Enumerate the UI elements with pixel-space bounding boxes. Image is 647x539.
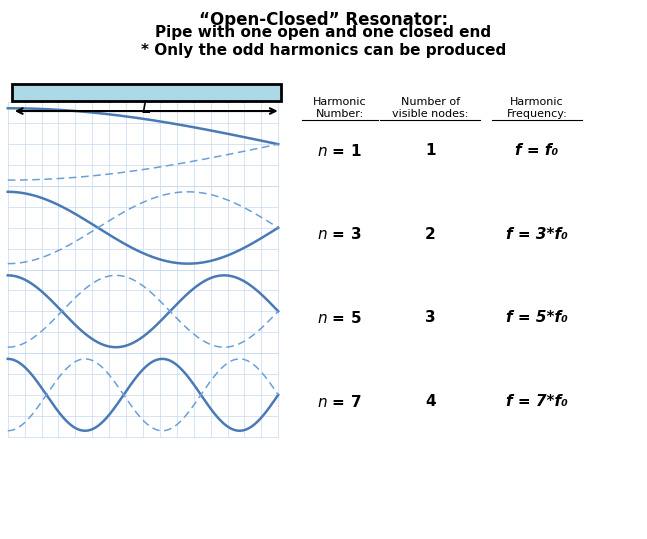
Text: 4: 4 <box>425 394 435 409</box>
Text: visible nodes:: visible nodes: <box>392 109 468 119</box>
Text: $n$ = 3: $n$ = 3 <box>318 226 362 243</box>
Text: Frequency:: Frequency: <box>507 109 567 119</box>
Text: “Open-Closed” Resonator:: “Open-Closed” Resonator: <box>199 11 448 29</box>
Text: 3: 3 <box>425 310 435 326</box>
Text: 1: 1 <box>425 143 435 158</box>
Text: $n$ = 7: $n$ = 7 <box>318 393 362 410</box>
Text: f = 7*f₀: f = 7*f₀ <box>506 394 568 409</box>
Text: Pipe with one open and one closed end: Pipe with one open and one closed end <box>155 25 492 40</box>
Text: f = 3*f₀: f = 3*f₀ <box>506 227 568 242</box>
Text: * Only the odd harmonics can be produced: * Only the odd harmonics can be produced <box>141 43 506 58</box>
Text: f = 5*f₀: f = 5*f₀ <box>506 310 568 326</box>
Text: $L$: $L$ <box>141 99 151 118</box>
Text: 2: 2 <box>425 227 435 242</box>
Text: $n$ = 5: $n$ = 5 <box>318 310 362 326</box>
Text: Harmonic: Harmonic <box>510 97 564 107</box>
Text: Harmonic: Harmonic <box>313 97 366 107</box>
Bar <box>12 84 281 101</box>
Text: f = f₀: f = f₀ <box>516 143 558 158</box>
Text: Number:: Number: <box>316 109 364 119</box>
Text: $n$ = 1: $n$ = 1 <box>318 143 362 159</box>
Text: Number of: Number of <box>400 97 460 107</box>
